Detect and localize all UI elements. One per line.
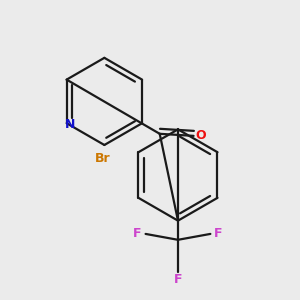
Text: O: O [196, 129, 206, 142]
Text: F: F [133, 227, 142, 240]
Text: Br: Br [95, 152, 111, 165]
Text: N: N [64, 118, 75, 131]
Text: F: F [174, 273, 182, 286]
Text: F: F [214, 227, 223, 240]
